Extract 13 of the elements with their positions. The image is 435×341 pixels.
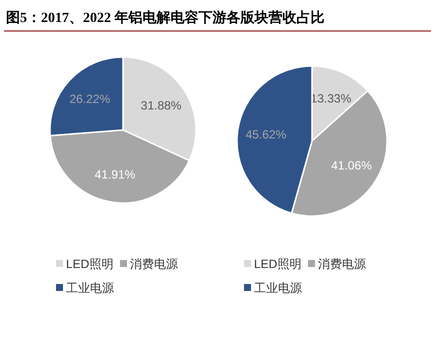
data-label: 13.33% [310, 92, 352, 106]
data-label: 26.22% [69, 92, 110, 106]
legend-label: 工业电源 [254, 281, 302, 295]
data-label: 41.91% [94, 168, 136, 182]
legend-label: LED照明 [66, 257, 114, 271]
data-label: 41.06% [331, 158, 372, 173]
legend-label: LED照明 [254, 257, 302, 271]
data-label: 45.62% [246, 128, 287, 142]
data-label: 31.88% [140, 98, 182, 113]
legend-label: 消费电源 [130, 257, 178, 271]
chart-title: 图5：2017、2022 年铝电解电容下游各版块营收占比 [6, 9, 324, 26]
legend-label: 工业电源 [66, 281, 114, 295]
legend-label: 消费电源 [318, 257, 366, 271]
